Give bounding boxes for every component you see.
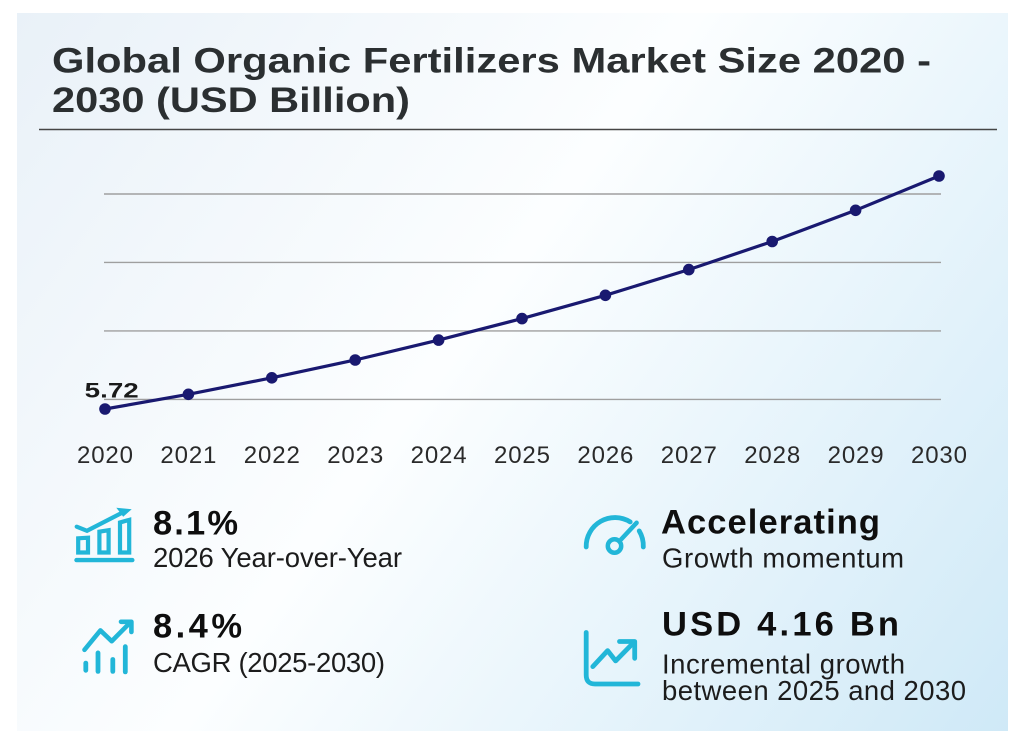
svg-text:8.4%: 8.4%	[153, 608, 242, 646]
svg-text:2030: 2030	[911, 442, 967, 469]
svg-text:between 2025 and 2030: between 2025 and 2030	[662, 675, 966, 706]
svg-text:2024: 2024	[411, 442, 467, 469]
svg-text:CAGR (2025-2030): CAGR (2025-2030)	[153, 647, 385, 678]
svg-text:2028: 2028	[744, 442, 800, 469]
svg-text:2026 Year-over-Year: 2026 Year-over-Year	[153, 542, 402, 573]
svg-text:Growth momentum: Growth momentum	[662, 542, 904, 573]
svg-text:Incremental growth: Incremental growth	[662, 649, 905, 680]
svg-text:2023: 2023	[327, 442, 383, 469]
svg-text:USD 4.16 Bn: USD 4.16 Bn	[662, 606, 899, 644]
svg-text:2025: 2025	[494, 442, 550, 469]
svg-text:2021: 2021	[160, 442, 216, 469]
svg-text:2029: 2029	[828, 442, 884, 469]
svg-text:5.72: 5.72	[85, 379, 139, 403]
svg-text:2027: 2027	[661, 442, 717, 469]
svg-text:2026: 2026	[577, 442, 633, 469]
svg-text:2020: 2020	[77, 442, 133, 469]
svg-text:Global Organic Fertilizers Mar: Global Organic Fertilizers Market Size 2…	[52, 42, 931, 81]
svg-text:8.1%: 8.1%	[153, 505, 238, 543]
svg-text:2022: 2022	[244, 442, 300, 469]
svg-text:2030 (USD Billion): 2030 (USD Billion)	[52, 81, 410, 120]
svg-text:Accelerating: Accelerating	[661, 504, 880, 542]
